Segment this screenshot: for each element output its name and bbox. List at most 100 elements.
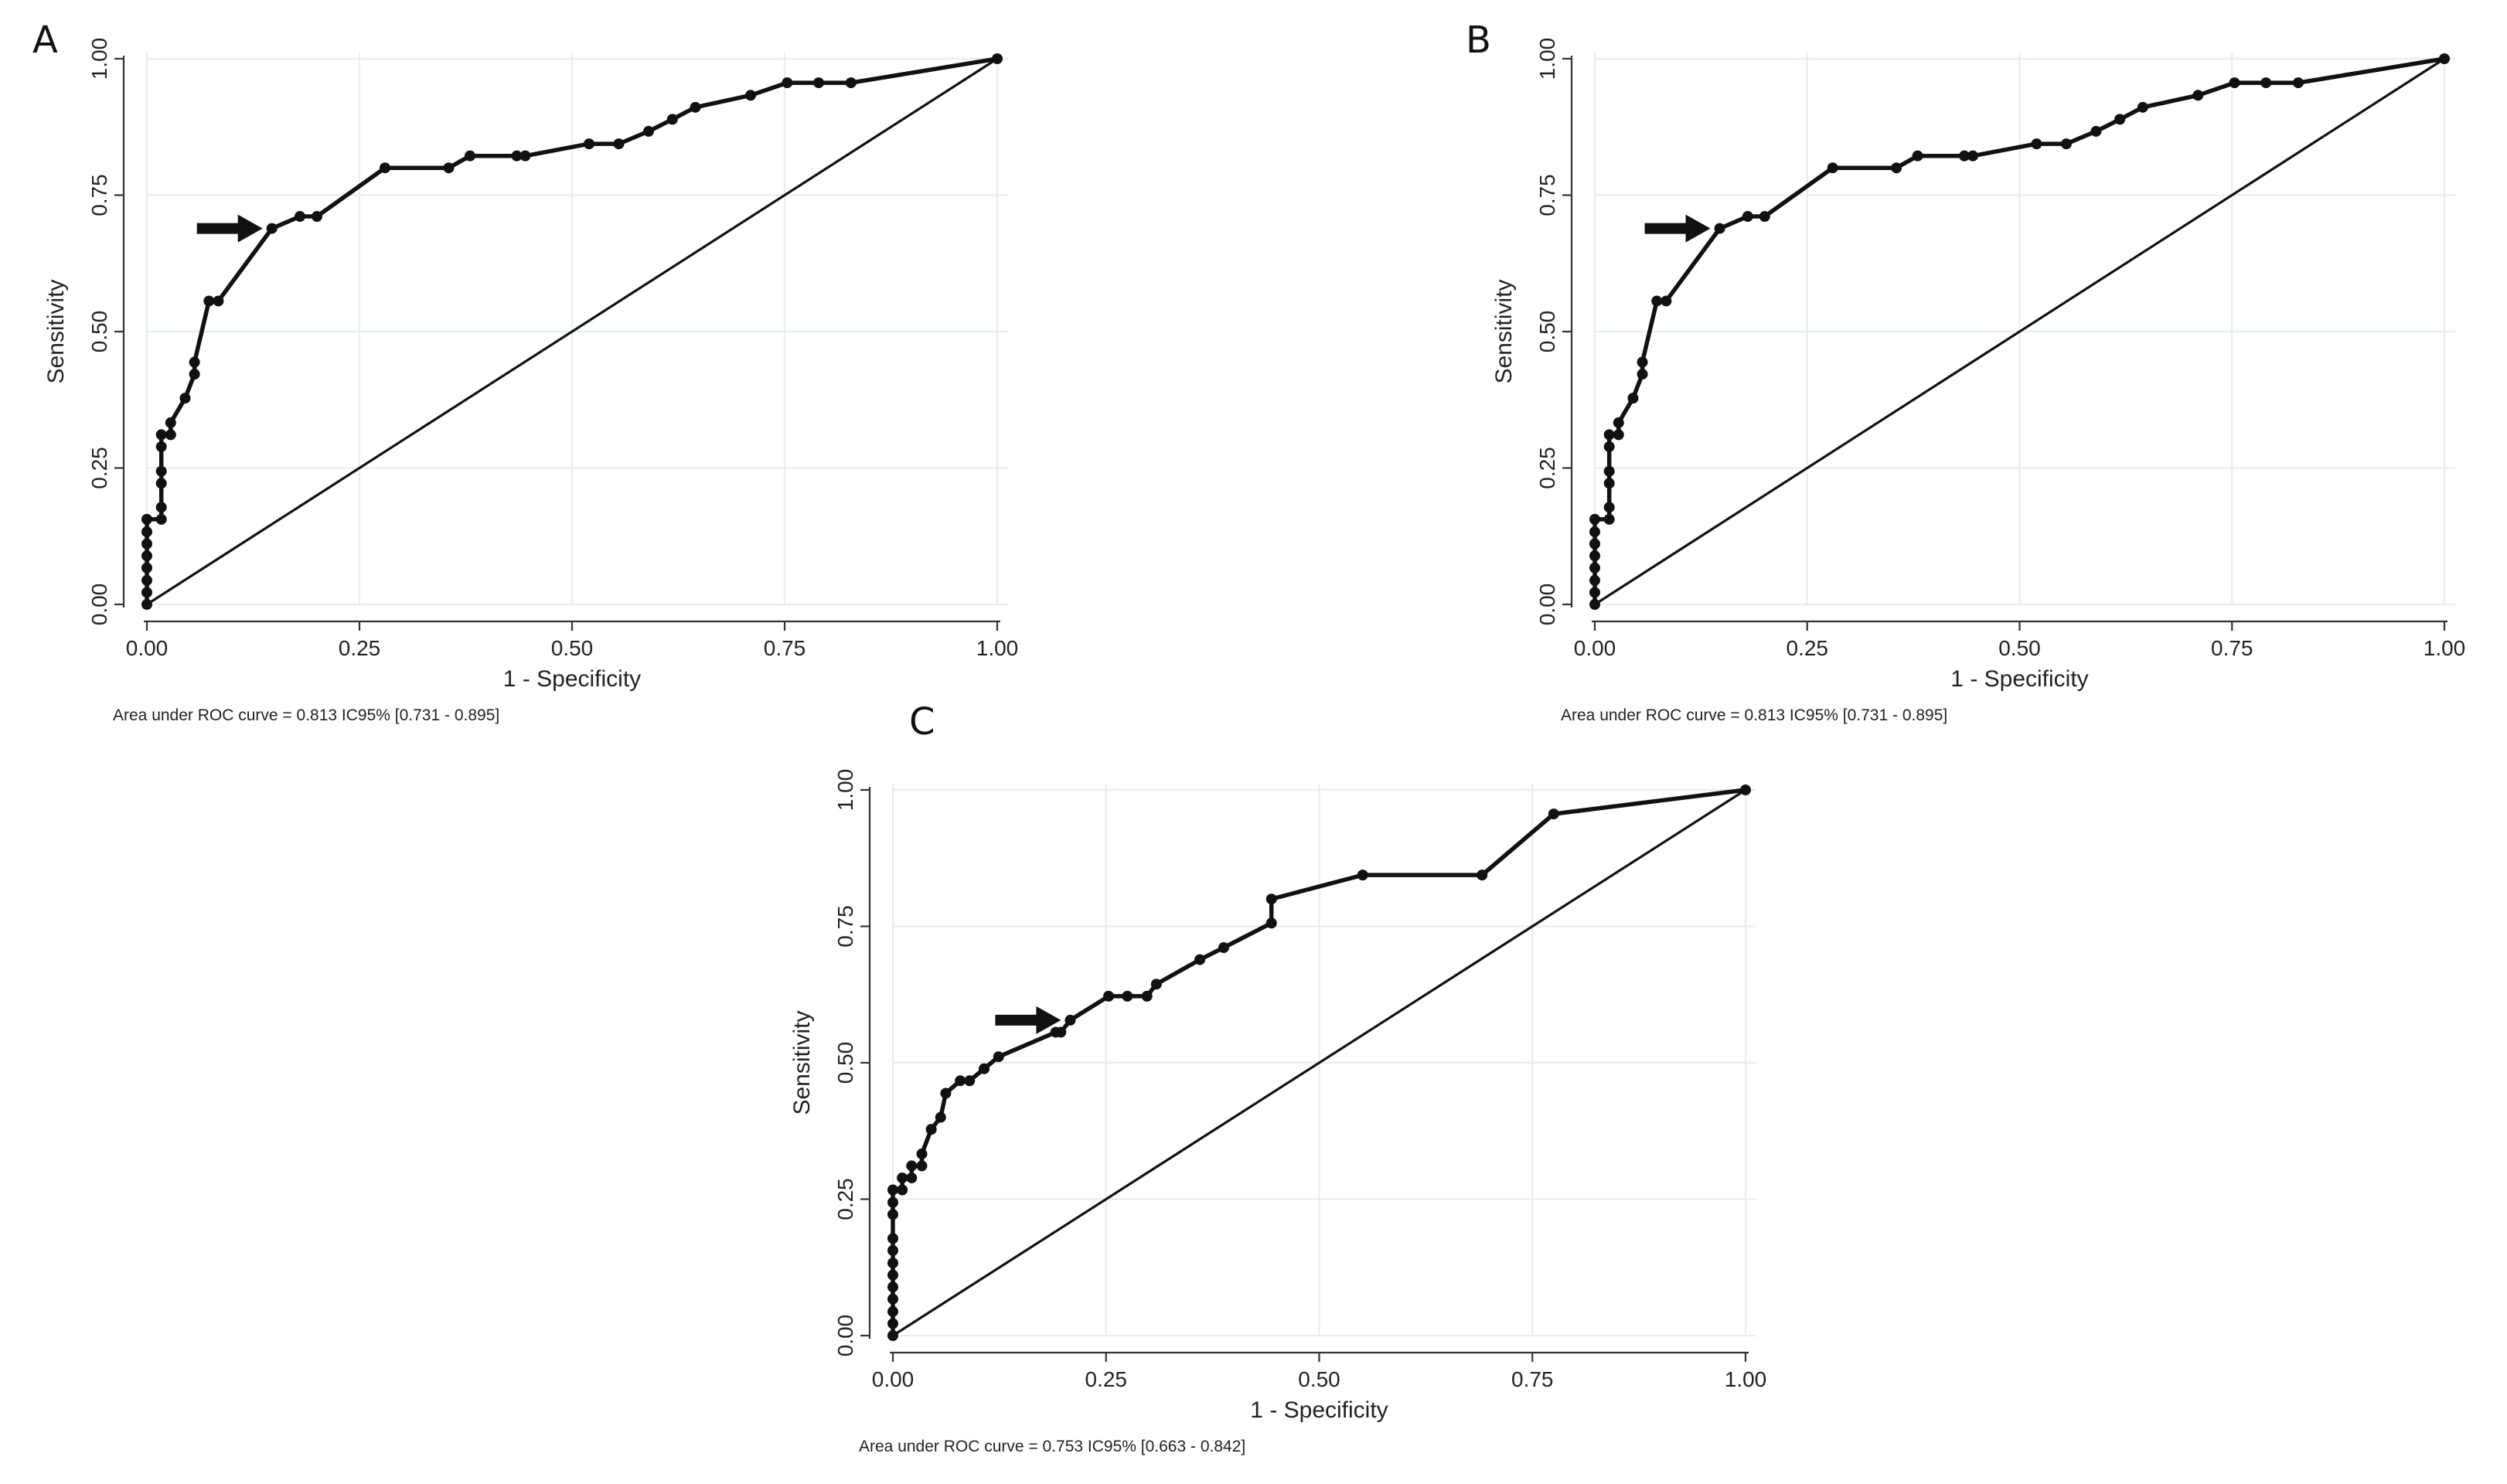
roc-point [2090,125,2102,137]
roc-point [1589,550,1600,562]
roc-point [887,1244,898,1256]
roc-point [897,1172,908,1183]
roc-point [1613,417,1624,428]
auc-annotation: Area under ROC curve = 0.813 IC95% [0.73… [113,706,499,724]
roc-point [964,1075,976,1087]
roc-point [887,1209,898,1220]
roc-point [189,356,200,368]
y-tick-label: 1.00 [833,769,857,812]
roc-chart-a: A 0.00 0.00 0.25 0.25 0.50 0.50 0.75 0.75 1.00 1.… [32,19,1018,724]
roc-point [666,114,678,125]
x-tick-label: 0.75 [1511,1367,1554,1391]
roc-point [1194,954,1206,965]
y-tick-label: 0.75 [1535,174,1559,216]
roc-point [2031,138,2042,150]
roc-point [1589,562,1600,574]
y-tick-label: 0.25 [833,1178,857,1220]
roc-point [2114,114,2126,125]
roc-point [887,1305,898,1317]
y-tick-label: 1.00 [1535,38,1559,80]
roc-point [1064,1014,1076,1026]
roc-point [1740,785,1751,795]
roc-point [2192,90,2204,101]
roc-point [2229,77,2240,89]
y-axis-label: Sensitivity [789,1010,815,1115]
reference-diagonal [146,57,998,606]
x-tick-label: 0.50 [1998,636,2041,660]
roc-point [993,1051,1004,1063]
roc-point [1637,369,1648,380]
roc-point [906,1160,918,1172]
roc-point [745,90,756,101]
cutoff-arrow [995,1006,1061,1034]
roc-chart-c: C 0.00 0.00 0.25 0.25 0.50 0.50 0.75 0.75 1.00 1.… [789,700,1766,1455]
x-tick-label: 1.00 [976,636,1019,660]
x-tick-label: 0.75 [2211,636,2253,660]
roc-point [1589,587,1600,598]
roc-point [1589,574,1600,586]
roc-point [189,369,200,380]
roc-point [203,295,215,307]
roc-point [141,526,152,538]
roc-point [1613,429,1624,441]
roc-point [2060,138,2072,150]
reference-diagonal [892,788,1746,1337]
x-tick-label: 0.00 [872,1367,915,1391]
y-tick-label: 0.50 [87,311,111,353]
x-axis-label: 1 - Specificity [1950,666,2088,692]
roc-point [845,77,857,89]
roc-point [141,513,152,525]
roc-point [155,441,167,452]
panel-label-a: A [32,19,58,62]
roc-point [1661,295,1672,307]
roc-curve-line [891,788,1746,1336]
x-tick-label: 0.25 [1085,1367,1128,1391]
auc-annotation: Area under ROC curve = 0.753 IC95% [0.66… [859,1438,1245,1455]
roc-point [1589,599,1600,610]
roc-point [2260,77,2272,89]
roc-point [141,538,152,550]
x-tick-label: 0.50 [1298,1367,1340,1391]
roc-point [141,550,152,562]
roc-point [155,478,167,489]
x-tick-label: 0.25 [339,636,381,660]
roc-point [165,429,176,441]
roc-point [1103,990,1115,1002]
roc-point [155,513,167,525]
roc-point [155,465,167,477]
roc-point [1759,211,1770,223]
roc-point [1603,465,1615,477]
roc-point [1477,870,1488,881]
y-tick-label: 0.00 [833,1315,857,1357]
x-tick-label: 1.00 [1725,1367,1767,1391]
roc-point [165,417,176,428]
roc-point [179,393,191,404]
roc-point [141,587,152,598]
roc-point [1603,429,1615,441]
roc-point [2137,101,2148,113]
roc-point [643,125,654,137]
roc-point [1637,356,1648,368]
roc-point [266,223,278,234]
roc-chart-b: B 0.00 0.00 0.25 0.25 0.50 0.50 0.75 0.75 1.00 1.… [1466,19,2465,724]
auc-annotation: Area under ROC curve = 0.813 IC95% [0.73… [1561,706,1947,724]
roc-point [141,574,152,586]
roc-point [925,1124,937,1135]
roc-point [1265,893,1277,905]
roc-point [465,150,475,162]
roc-point [992,53,1003,64]
roc-point [1589,538,1600,550]
roc-point [887,1330,898,1341]
roc-point [1603,513,1615,525]
roc-point [1627,393,1639,404]
roc-point [1959,150,1971,162]
roc-point [295,211,305,223]
x-tick-label: 1.00 [2424,636,2466,660]
roc-point [1967,150,1979,162]
roc-point [887,1233,898,1244]
roc-point [887,1281,898,1293]
roc-point [1603,502,1615,513]
panel-label-c: C [909,700,935,744]
roc-point [2292,77,2304,89]
y-tick-label: 0.75 [87,174,111,216]
